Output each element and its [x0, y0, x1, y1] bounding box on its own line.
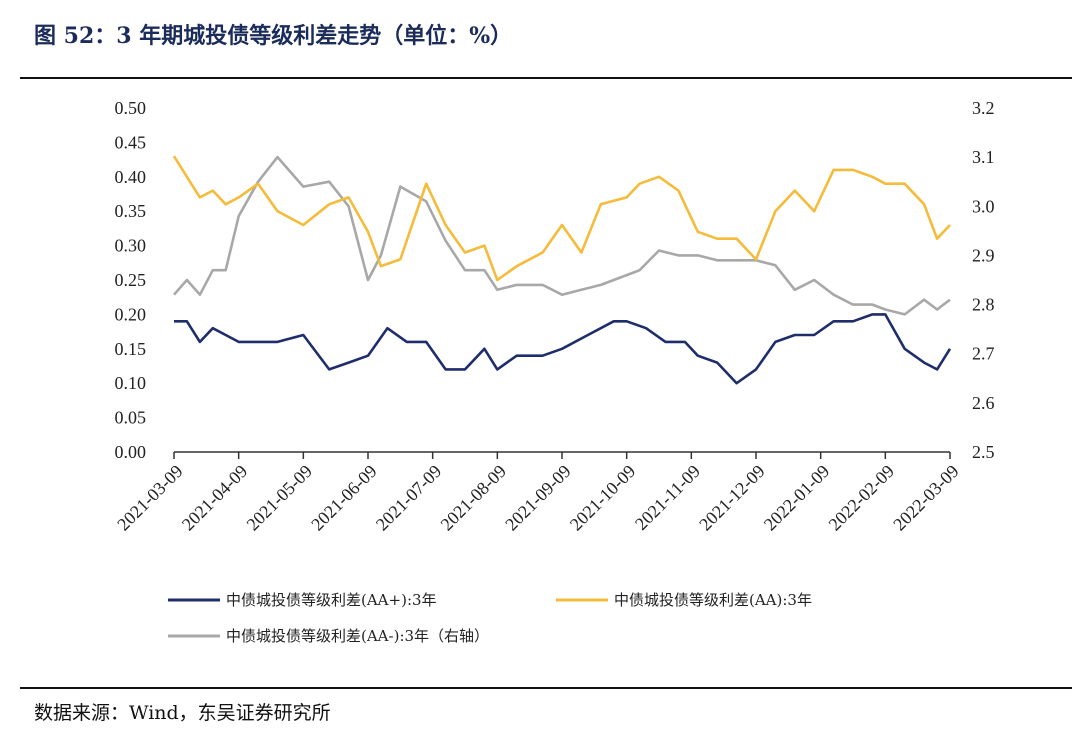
- right-tick-label: 2.8: [972, 295, 995, 315]
- left-tick-label: 0.45: [115, 132, 147, 152]
- right-tick-label: 2.9: [972, 245, 995, 265]
- x-tick-label: 2022-03-09: [889, 461, 963, 535]
- x-tick-label: 2021-08-09: [437, 461, 511, 535]
- left-tick-label: 0.40: [115, 167, 147, 187]
- x-tick-label: 2021-06-09: [307, 461, 381, 535]
- x-tick-label: 2021-03-09: [113, 461, 187, 535]
- x-tick-label: 2021-12-09: [695, 461, 769, 535]
- left-tick-label: 0.35: [115, 201, 147, 221]
- x-tick-label: 2022-02-09: [825, 461, 899, 535]
- left-tick-label: 0.15: [115, 339, 147, 359]
- right-tick-label: 3.1: [972, 147, 995, 167]
- x-tick-label: 2021-11-09: [631, 461, 704, 534]
- left-tick-label: 0.10: [115, 373, 147, 393]
- legend-label: 中债城投债等级利差(AA):3年: [614, 591, 812, 609]
- left-tick-label: 0.00: [115, 442, 147, 462]
- right-tick-label: 3.0: [972, 196, 995, 216]
- left-tick-label: 0.20: [115, 304, 147, 324]
- series-lines: [172, 155, 952, 385]
- chart-title: 图 52：3 年期城投债等级利差走势（单位：%）: [34, 23, 513, 49]
- legend: 中债城投债等级利差(AA+):3年 中债城投债等级利差(AA):3年中债城投债等级…: [168, 591, 812, 645]
- axes: 0.00 0.05 0.10 0.15 0.20 0.25 0.30 0.35 0.40 0.45…: [113, 98, 994, 534]
- source-note: 数据来源：Wind，东吴证券研究所: [34, 702, 331, 724]
- x-tick-label: 2021-04-09: [178, 461, 252, 535]
- bottom-rule: [20, 687, 1072, 689]
- legend-label: 中债城投债等级利差(AA+):3年: [226, 591, 437, 609]
- right-tick-label: 2.7: [972, 344, 995, 364]
- series-line-aa-plus: [174, 313, 952, 385]
- left-tick-label: 0.30: [115, 236, 147, 256]
- x-tick-label: 2021-10-09: [566, 461, 640, 535]
- x-tick-label: 2021-09-09: [501, 461, 575, 535]
- left-tick-label: 0.05: [115, 408, 147, 428]
- right-tick-label: 2.6: [972, 393, 995, 413]
- right-tick-label: 3.2: [972, 98, 995, 118]
- x-tick-label: 2022-01-09: [760, 461, 834, 535]
- top-rule: [20, 77, 1072, 79]
- series-line-aa-minus: [173, 155, 951, 316]
- left-tick-label: 0.50: [115, 98, 147, 118]
- series-line-aa: [172, 155, 951, 282]
- legend-label: 中债城投债等级利差(AA-):3年（右轴）: [226, 627, 489, 645]
- x-tick-label: 2021-05-09: [243, 461, 317, 535]
- right-tick-label: 2.5: [972, 442, 995, 462]
- left-tick-label: 0.25: [115, 270, 147, 290]
- x-tick-label: 2021-07-09: [372, 461, 446, 535]
